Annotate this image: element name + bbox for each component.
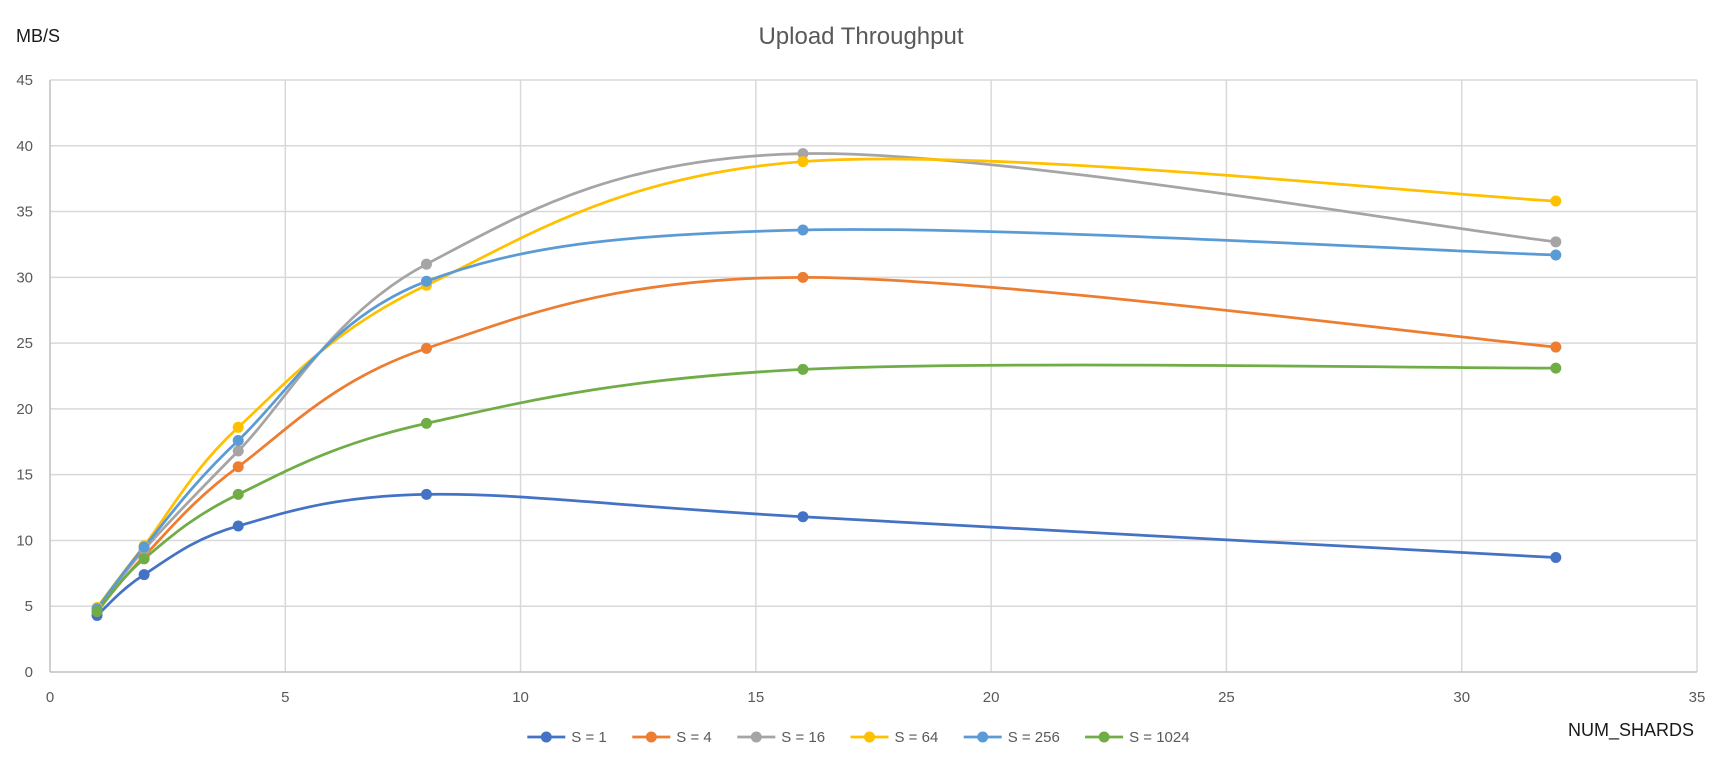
- tick-labels: 0 5 10 15 20 25 30 35 40 45 0 5 10 15 20 25 30 35: [16, 72, 1705, 706]
- x-tick-label: 35: [1689, 689, 1706, 706]
- series-lines: [95, 152, 1558, 617]
- x-tick-label: 0: [46, 689, 54, 706]
- data-point: [1550, 249, 1562, 261]
- x-axis-title: NUM_SHARDS: [1568, 720, 1694, 741]
- y-tick-label: 0: [25, 664, 33, 681]
- data-point: [420, 488, 432, 500]
- legend-swatch-marker: [1098, 731, 1110, 743]
- data-point: [138, 541, 150, 553]
- legend-swatch-marker: [645, 731, 657, 743]
- legend-label: S = 1024: [1129, 729, 1189, 746]
- legend-item: S = 16: [737, 729, 825, 746]
- data-point: [1550, 341, 1562, 353]
- data-point: [420, 258, 432, 270]
- legend-label: S = 16: [781, 729, 825, 746]
- legend-swatch-marker: [864, 731, 875, 743]
- y-tick-label: 40: [16, 138, 33, 155]
- legend-label: S = 64: [895, 729, 939, 746]
- data-point: [420, 417, 432, 429]
- legend-label: S = 1: [571, 729, 606, 746]
- gridlines: [50, 79, 1698, 672]
- data-point: [232, 445, 244, 457]
- legend-item: S = 1: [527, 729, 607, 746]
- legend-item: S = 256: [963, 729, 1060, 746]
- legend-swatch-marker: [977, 731, 989, 743]
- y-tick-label: 25: [16, 335, 33, 352]
- legend-item: S = 4: [632, 729, 712, 746]
- x-tick-label: 10: [512, 689, 529, 706]
- data-points: [91, 148, 1562, 621]
- legend-swatch-marker: [540, 731, 552, 743]
- series-line-5: [95, 363, 1558, 613]
- data-point: [797, 363, 809, 375]
- data-point: [1550, 362, 1562, 374]
- data-point: [232, 461, 244, 473]
- legend-label: S = 256: [1008, 729, 1060, 746]
- chart-title: Upload Throughput: [758, 23, 963, 50]
- data-point: [797, 224, 809, 236]
- legend-item: S = 1024: [1085, 729, 1190, 746]
- data-point: [138, 569, 150, 581]
- data-point: [1550, 195, 1562, 207]
- x-tick-label: 15: [748, 689, 765, 706]
- data-point: [420, 342, 432, 354]
- x-tick-label: 30: [1453, 689, 1470, 706]
- series-line-0: [95, 492, 1558, 617]
- data-point: [1550, 236, 1562, 248]
- data-point: [232, 520, 244, 532]
- y-tick-label: 20: [16, 401, 33, 418]
- y-tick-label: 15: [16, 467, 33, 484]
- series-line-3: [95, 157, 1558, 609]
- series-line-2: [95, 152, 1558, 612]
- data-point: [232, 488, 244, 500]
- legend-swatch-marker: [750, 731, 762, 743]
- data-point: [797, 156, 809, 168]
- y-tick-label: 5: [25, 598, 33, 615]
- data-point: [232, 434, 244, 446]
- y-tick-label: 45: [16, 72, 33, 89]
- data-point: [797, 148, 809, 160]
- data-point: [138, 553, 150, 565]
- legend: S = 1 S = 4 S = 16 S = 64 S = 256 S = 1024: [527, 729, 1190, 746]
- x-tick-label: 25: [1218, 689, 1235, 706]
- data-point: [797, 271, 809, 283]
- y-tick-label: 30: [16, 269, 33, 286]
- y-axis-title: MB/S: [16, 26, 60, 46]
- y-tick-label: 35: [16, 204, 33, 221]
- x-tick-label: 20: [983, 689, 1000, 706]
- data-point: [1550, 552, 1562, 564]
- x-tick-label: 5: [281, 689, 289, 706]
- series-line-1: [95, 275, 1558, 613]
- y-tick-label: 10: [16, 532, 33, 549]
- legend-item: S = 64: [850, 729, 939, 746]
- data-point: [797, 511, 809, 523]
- legend-label: S = 4: [676, 729, 711, 746]
- axes: [49, 80, 1697, 673]
- series-line-4: [95, 228, 1558, 611]
- data-point: [91, 605, 103, 617]
- data-point: [420, 275, 432, 287]
- data-point: [232, 421, 244, 433]
